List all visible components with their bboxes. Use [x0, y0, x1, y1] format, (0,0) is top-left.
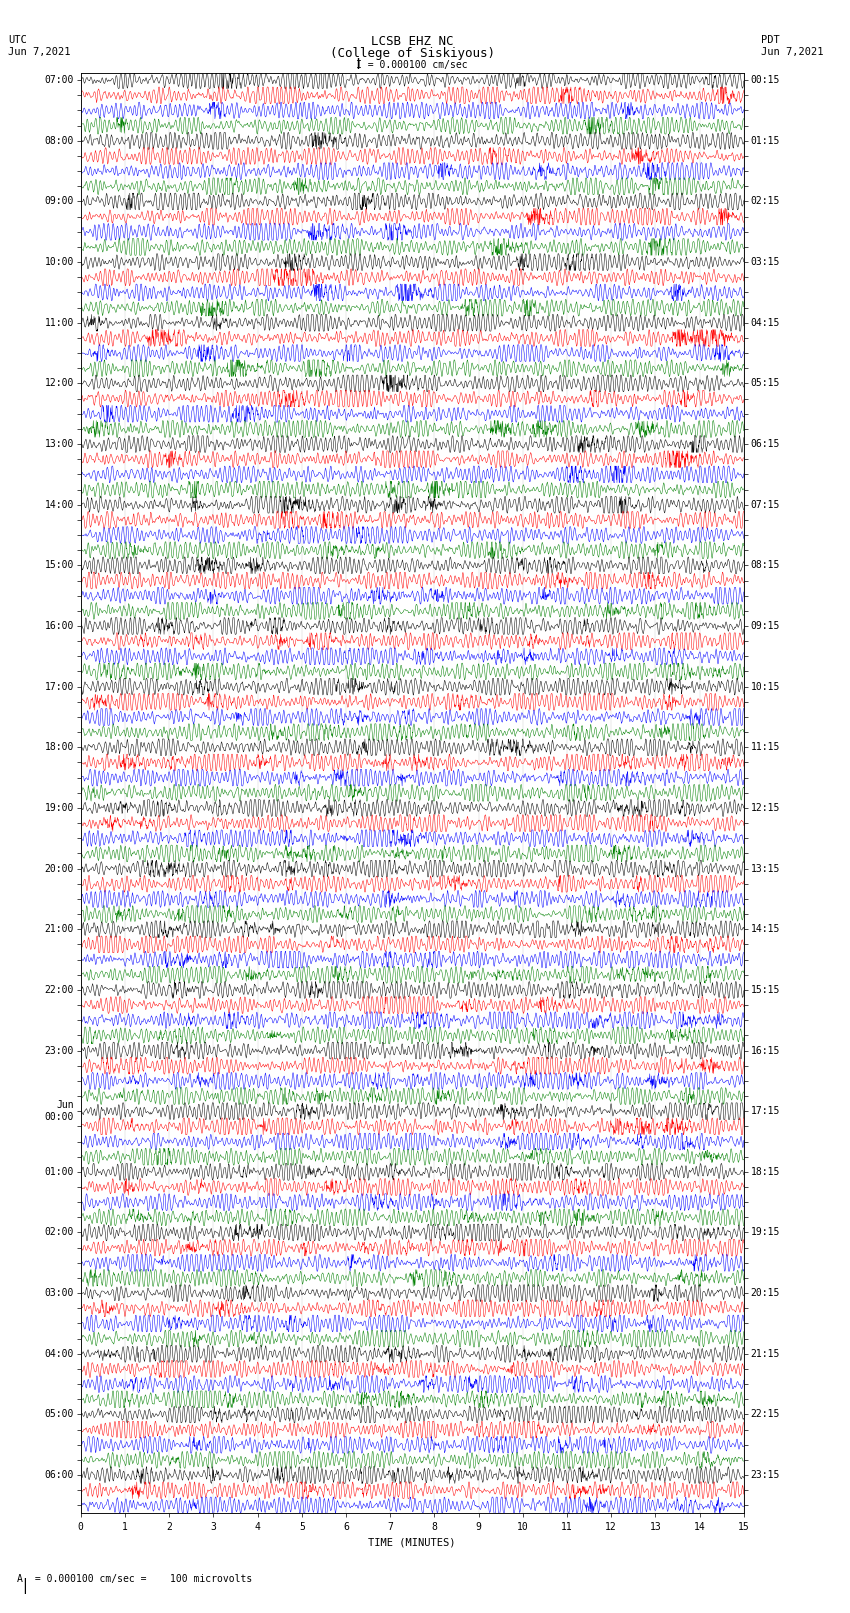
Text: Jun 7,2021: Jun 7,2021 — [761, 47, 824, 56]
Text: PDT: PDT — [761, 35, 779, 45]
Text: LCSB EHZ NC: LCSB EHZ NC — [371, 35, 454, 48]
Text: A: A — [17, 1574, 23, 1584]
Text: Jun 7,2021: Jun 7,2021 — [8, 47, 71, 56]
Text: (College of Siskiyous): (College of Siskiyous) — [330, 47, 495, 60]
X-axis label: TIME (MINUTES): TIME (MINUTES) — [369, 1537, 456, 1547]
Text: UTC: UTC — [8, 35, 27, 45]
Text: = 0.000100 cm/sec =    100 microvolts: = 0.000100 cm/sec = 100 microvolts — [29, 1574, 252, 1584]
Text: I = 0.000100 cm/sec: I = 0.000100 cm/sec — [356, 60, 468, 69]
